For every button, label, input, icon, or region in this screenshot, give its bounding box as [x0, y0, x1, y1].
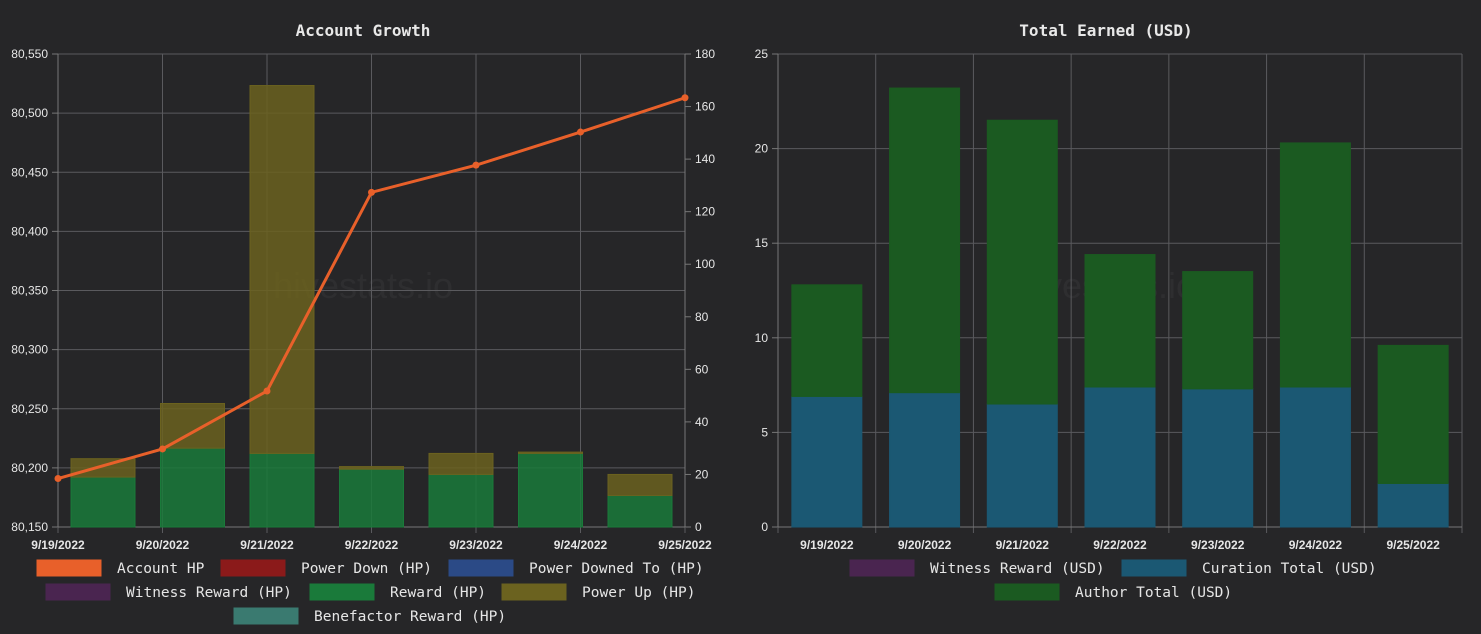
bar: [160, 402, 225, 449]
legend-label: Power Up (HP): [582, 585, 696, 601]
line-point: [159, 445, 166, 453]
y-right-tick-label: 140: [695, 152, 715, 166]
y-left-tick-label: 80,450: [11, 165, 48, 179]
legend-label: Witness Reward (USD): [930, 561, 1105, 577]
legend-swatch: [45, 583, 111, 601]
y-tick-label: 5: [761, 425, 768, 439]
y-tick-label: 0: [761, 520, 768, 534]
y-tick-label: 20: [755, 142, 769, 156]
bar: [607, 494, 673, 528]
y-right-tick-label: 180: [695, 47, 715, 61]
y-left-tick-label: 80,550: [11, 47, 48, 61]
y-right-tick-label: 20: [695, 467, 709, 481]
bar: [986, 403, 1058, 528]
y-tick-label: 15: [755, 236, 769, 250]
legend-label: Author Total (USD): [1075, 585, 1232, 601]
bar: [70, 458, 136, 478]
bar: [1377, 344, 1449, 484]
bar: [70, 476, 136, 528]
legend-swatch: [309, 583, 375, 601]
y-right-tick-label: 120: [695, 205, 715, 219]
x-tick-label: 9/19/2022: [800, 538, 854, 552]
bar: [160, 447, 225, 528]
bar: [1279, 142, 1351, 388]
bar: [428, 473, 494, 528]
x-tick-label: 9/22/2022: [1093, 538, 1147, 552]
legend-swatch: [994, 583, 1060, 601]
legend-label: Reward (HP): [390, 585, 486, 601]
bar: [1182, 388, 1254, 528]
x-tick-label: 9/20/2022: [898, 538, 952, 552]
legend-label: Benefactor Reward (HP): [314, 609, 506, 625]
y-left-tick-label: 80,400: [11, 224, 48, 238]
line-point: [368, 188, 375, 196]
legend-swatch: [1121, 559, 1187, 577]
legend-label: Account HP: [117, 561, 205, 577]
y-right-tick-label: 160: [695, 100, 715, 114]
bar: [249, 452, 315, 528]
line-point: [681, 94, 689, 102]
y-right-tick-label: 0: [695, 520, 702, 534]
bar: [249, 85, 315, 454]
legend-swatch: [448, 559, 514, 577]
y-left-tick-label: 80,300: [11, 343, 48, 357]
y-left-tick-label: 80,250: [11, 402, 48, 416]
x-tick-label: 9/19/2022: [31, 538, 85, 552]
y-left-tick-label: 80,150: [11, 520, 48, 534]
y-tick-label: 25: [755, 47, 769, 61]
bar: [1084, 386, 1156, 528]
bar: [518, 451, 583, 454]
y-left-tick-label: 80,200: [11, 461, 48, 475]
x-tick-label: 9/25/2022: [1386, 538, 1440, 552]
bar: [518, 452, 583, 528]
total-earned-chart: Total Earned (USD) hivestats.io 25201510…: [755, 21, 1463, 601]
bar: [889, 392, 961, 528]
y-right-tick-label: 60: [695, 362, 709, 376]
legend-swatch: [36, 559, 102, 577]
bar: [889, 87, 961, 394]
x-tick-label: 9/24/2022: [1289, 538, 1343, 552]
legend-label: Witness Reward (HP): [126, 585, 292, 601]
x-tick-label: 9/20/2022: [136, 538, 190, 552]
legend-label: Power Downed To (HP): [529, 561, 704, 577]
bar: [1084, 254, 1156, 388]
y-tick-label: 10: [755, 331, 769, 345]
legend-swatch: [220, 559, 286, 577]
bar: [791, 284, 863, 397]
legend-swatch: [501, 583, 567, 601]
bar: [339, 466, 404, 470]
bar: [428, 452, 494, 475]
x-tick-label: 9/24/2022: [554, 538, 608, 552]
x-tick-label: 9/23/2022: [449, 538, 503, 552]
legend-label: Power Down (HP): [301, 561, 432, 577]
x-tick-label: 9/23/2022: [1191, 538, 1245, 552]
bar: [339, 468, 404, 528]
bar: [986, 119, 1058, 405]
bar: [791, 395, 863, 528]
x-tick-label: 9/21/2022: [996, 538, 1050, 552]
line-point: [472, 161, 480, 169]
y-right-tick-label: 100: [695, 257, 715, 271]
x-tick-label: 9/22/2022: [345, 538, 399, 552]
bar: [1377, 482, 1449, 528]
y-right-tick-label: 40: [695, 415, 709, 429]
line-point: [54, 475, 62, 483]
legend-label: Curation Total (USD): [1202, 561, 1377, 577]
line-point: [577, 128, 584, 136]
chart-title: Total Earned (USD): [1019, 21, 1192, 40]
y-right-tick-label: 80: [695, 310, 709, 324]
y-left-tick-label: 80,500: [11, 106, 48, 120]
account-growth-chart: Account Growth hivestats.io 80,55080,500…: [11, 21, 715, 625]
x-tick-label: 9/21/2022: [240, 538, 294, 552]
bar: [607, 473, 673, 496]
legend-swatch: [233, 607, 299, 625]
x-tick-label: 9/25/2022: [658, 538, 712, 552]
line-point: [263, 387, 271, 395]
bar: [1279, 386, 1351, 528]
chart-title: Account Growth: [296, 21, 431, 40]
legend-swatch: [849, 559, 915, 577]
bar: [1182, 271, 1254, 390]
y-left-tick-label: 80,350: [11, 284, 48, 298]
